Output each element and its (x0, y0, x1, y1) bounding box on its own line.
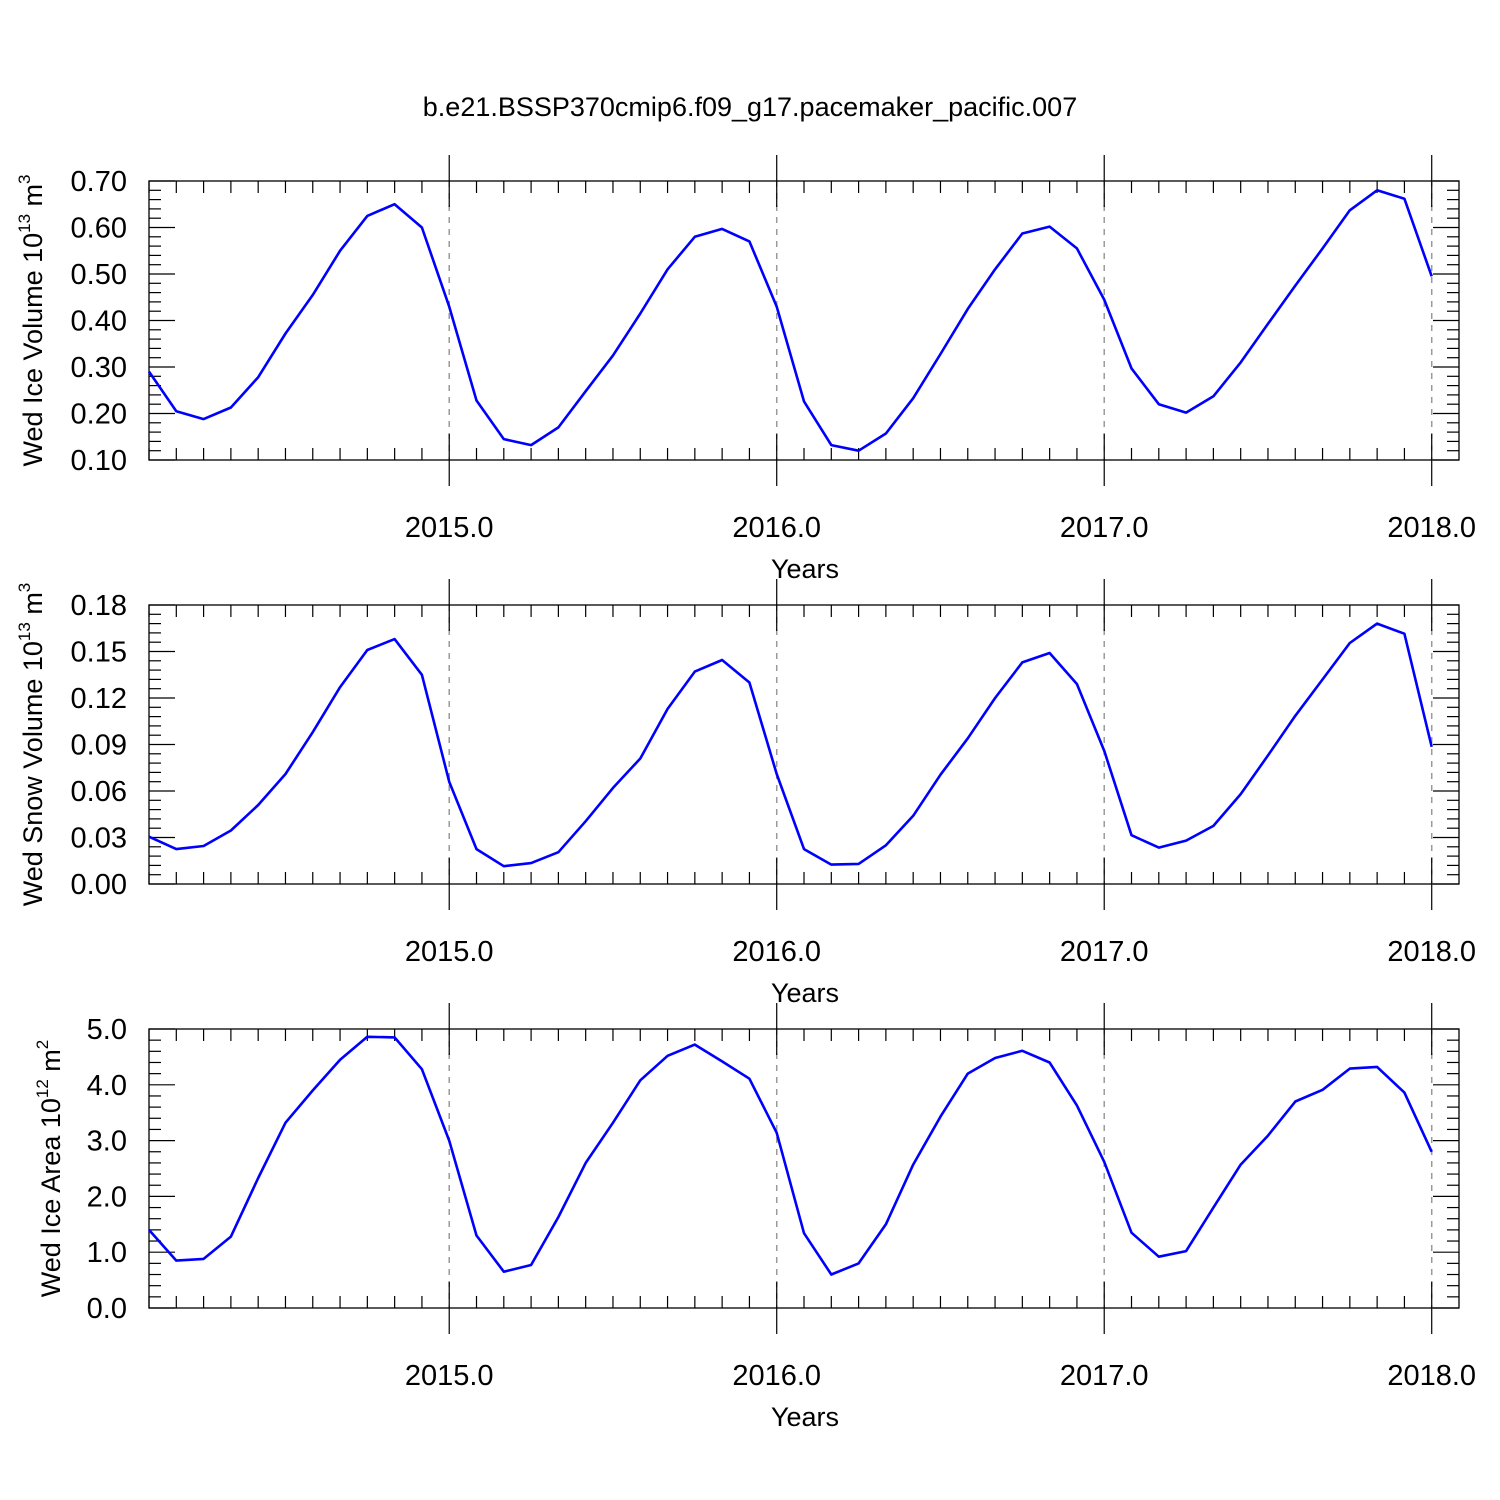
figure-title: b.e21.BSSP370cmip6.f09_g17.pacemaker_pac… (423, 92, 1077, 122)
snow-volume-y-tick-label: 0.12 (71, 683, 127, 715)
ice-volume-y-tick-label: 0.60 (71, 213, 127, 245)
ice-volume-y-axis-label: Wed Ice Volume 1013 m3 (15, 174, 48, 466)
snow-volume-y-tick-label: 0.06 (71, 776, 127, 808)
snow-volume-y-label-name: Wed Snow Volume 10 (18, 641, 48, 906)
snow-volume-x-tick-label: 2016.0 (732, 936, 821, 968)
ice-volume-y-tick-label: 0.10 (71, 445, 127, 477)
ice-volume-x-tick-label: 2016.0 (732, 512, 821, 544)
snow-volume-y-tick-label: 0.00 (71, 869, 127, 901)
ice-volume-y-tick-label: 0.20 (71, 399, 127, 431)
ice-area-x-axis-label: Years (771, 1402, 839, 1432)
ice-area-y-label-name: Wed Ice Area 10 (36, 1098, 66, 1297)
snow-volume-y-tick-label: 0.15 (71, 637, 127, 669)
ice-area-x-tick-label: 2018.0 (1387, 1360, 1476, 1392)
ice-volume-plot-frame (148, 180, 1460, 461)
snow-volume-y-label-unit-exp: 3 (15, 583, 34, 592)
ice-volume-y-label-unit: m (18, 184, 48, 214)
ice-volume-x-tick-label: 2015.0 (405, 512, 494, 544)
ice-volume-y-tick-label: 0.50 (71, 259, 127, 291)
snow-volume-x-tick-label: 2018.0 (1387, 936, 1476, 968)
ice-area-x-tick-label: 2015.0 (405, 1360, 494, 1392)
ice-volume-y-label-exp: 13 (15, 214, 34, 233)
ice-area-x-tick-label: 2017.0 (1060, 1360, 1149, 1392)
snow-volume-x-tick-label: 2015.0 (405, 936, 494, 968)
ice-volume-y-tick-label: 0.40 (71, 306, 127, 338)
ice-area-y-tick-label: 3.0 (87, 1126, 127, 1158)
ice-area-x-tick-label: 2016.0 (732, 1360, 821, 1392)
snow-volume-plot-frame (148, 604, 1460, 885)
ice-volume-series-line (147, 189, 1433, 453)
snow-volume-y-tick-label: 0.09 (71, 730, 127, 762)
ice-area-y-tick-label: 1.0 (87, 1237, 127, 1269)
ice-area-panel: 0.0 1.0 2.0 3.0 4.0 5.0 2015.0 2016.0 2017.0 2018… (33, 1003, 1476, 1432)
ice-area-y-tick-label: 2.0 (87, 1181, 127, 1213)
snow-volume-y-axis-label: Wed Snow Volume 1013 m3 (15, 583, 48, 907)
ice-volume-x-tick-label: 2018.0 (1387, 512, 1476, 544)
ice-volume-x-axis-label: Years (771, 554, 839, 584)
snow-volume-y-tick-label: 0.03 (71, 823, 127, 855)
ice-area-y-label-exp: 12 (33, 1079, 52, 1098)
snow-volume-x-tick-label: 2017.0 (1060, 936, 1149, 968)
ice-area-y-label-unit: m (36, 1049, 66, 1079)
ice-volume-panel: 0.10 0.20 0.30 0.40 0.50 0.60 0.70 2015.0 2016.0… (15, 155, 1476, 584)
snow-volume-y-label-unit: m (18, 592, 48, 622)
ice-area-y-label-unit-exp: 2 (33, 1040, 52, 1049)
ice-area-plot-frame (148, 1028, 1460, 1309)
snow-volume-y-tick-label: 0.18 (71, 590, 127, 622)
snow-volume-series-line (148, 622, 1433, 868)
ice-volume-y-label-unit-exp: 3 (15, 174, 34, 183)
ice-area-y-tick-label: 5.0 (87, 1014, 127, 1046)
snow-volume-panel: 0.00 0.03 0.06 0.09 0.12 0.15 0.18 2015.0 2016.0… (15, 579, 1476, 1008)
ice-volume-x-tick-label: 2017.0 (1060, 512, 1149, 544)
ice-area-series-line (148, 1035, 1433, 1276)
ice-volume-y-tick-label: 0.30 (71, 352, 127, 384)
ice-area-y-tick-label: 4.0 (87, 1070, 127, 1102)
snow-volume-x-axis-label: Years (771, 978, 839, 1008)
ice-area-y-tick-label: 0.0 (87, 1293, 127, 1325)
ice-area-y-axis-label: Wed Ice Area 1012 m2 (33, 1040, 66, 1298)
ice-volume-y-label-name: Wed Ice Volume 10 (18, 233, 48, 467)
snow-volume-y-label-exp: 13 (15, 622, 34, 641)
ice-volume-y-tick-label: 0.70 (71, 166, 127, 198)
